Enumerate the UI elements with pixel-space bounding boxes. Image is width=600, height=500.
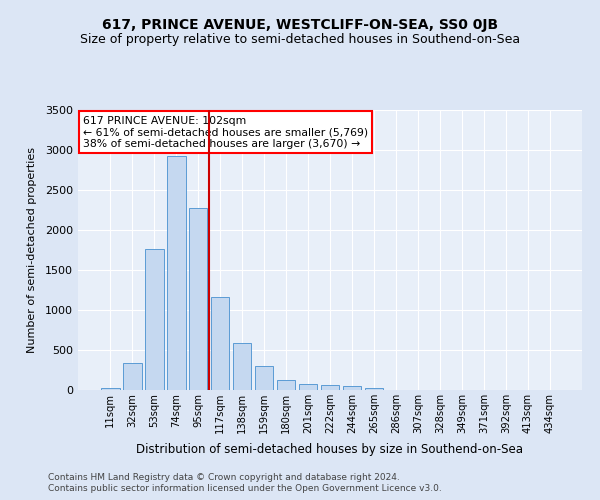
Bar [320,385,340,390]
Text: Distribution of semi-detached houses by size in Southend-on-Sea: Distribution of semi-detached houses by … [137,442,523,456]
Bar [277,380,295,390]
Bar [233,343,251,390]
Bar [123,363,142,390]
Bar [101,388,119,390]
Y-axis label: Number of semi-detached properties: Number of semi-detached properties [26,147,37,353]
Text: Contains HM Land Registry data © Crown copyright and database right 2024.: Contains HM Land Registry data © Crown c… [48,472,400,482]
Text: 617 PRINCE AVENUE: 102sqm
← 61% of semi-detached houses are smaller (5,769)
38% : 617 PRINCE AVENUE: 102sqm ← 61% of semi-… [83,116,368,149]
Bar [255,366,274,390]
Bar [343,386,361,390]
Bar [167,156,185,390]
Bar [299,384,317,390]
Text: Contains public sector information licensed under the Open Government Licence v3: Contains public sector information licen… [48,484,442,493]
Text: Size of property relative to semi-detached houses in Southend-on-Sea: Size of property relative to semi-detach… [80,32,520,46]
Bar [365,388,383,390]
Bar [145,249,164,390]
Bar [211,297,229,390]
Bar [189,208,208,390]
Text: 617, PRINCE AVENUE, WESTCLIFF-ON-SEA, SS0 0JB: 617, PRINCE AVENUE, WESTCLIFF-ON-SEA, SS… [102,18,498,32]
